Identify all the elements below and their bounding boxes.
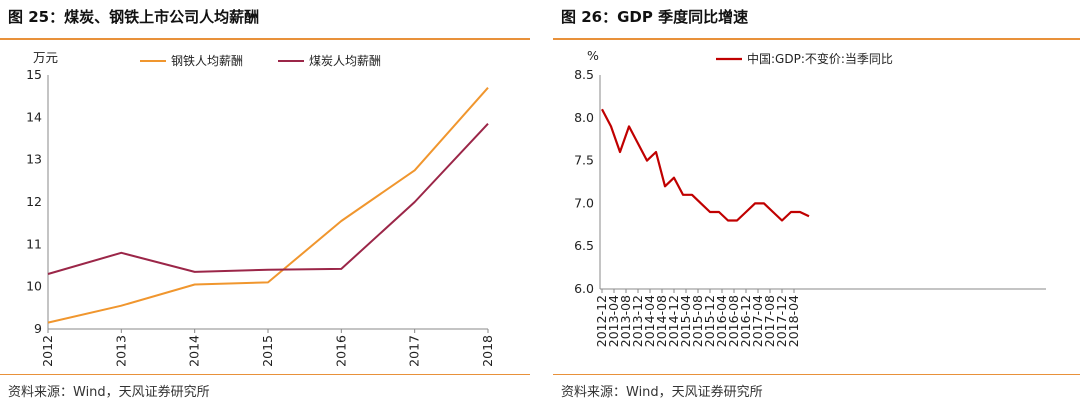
y-tick-label: 8.0 [574, 110, 594, 125]
x-tick-label: 2015-04 [678, 295, 693, 347]
x-tick-label: 2016-08 [726, 295, 741, 347]
x-tick-label: 2012-12 [594, 295, 609, 347]
y-tick-label: 13 [26, 152, 42, 167]
y-tick-label: 8.5 [574, 67, 594, 82]
chart-title: 图 25：煤炭、钢铁上市公司人均薪酬 [8, 8, 260, 26]
title-divider [553, 38, 1080, 40]
x-tick-label: 2014 [187, 335, 202, 367]
x-tick-label: 2017-12 [774, 295, 789, 347]
y-tick-label: 6.5 [574, 238, 594, 253]
title-divider [0, 38, 530, 40]
y-tick-label: 10 [26, 279, 42, 294]
x-tick-label: 2017-08 [762, 295, 777, 347]
x-tick-label: 2014-08 [654, 295, 669, 347]
source-divider [0, 374, 530, 375]
x-tick-label: 2016-04 [714, 295, 729, 347]
x-tick-label: 2013-08 [618, 295, 633, 347]
y-tick-label: 14 [26, 109, 42, 124]
legend-label: 中国:GDP:不变价:当季同比 [747, 51, 893, 66]
chart-panel-salary: 图 25：煤炭、钢铁上市公司人均薪酬 万元 15 14 13 12 11 10 9 2012 20… [0, 0, 530, 402]
x-tick-label: 2013 [113, 335, 128, 367]
x-tick-label: 2012 [40, 335, 55, 367]
y-tick-label: 11 [26, 236, 42, 251]
series-line [601, 108, 810, 222]
y-tick-label: 7.5 [574, 153, 594, 168]
y-axis-unit: 万元 [33, 50, 58, 65]
x-tick-label: 2014-04 [642, 295, 657, 347]
x-tick-label: 2016-12 [738, 295, 753, 347]
x-tick-label: 2017 [407, 335, 422, 367]
chart-source: 资料来源：Wind，天风证券研究所 [8, 385, 210, 400]
y-tick-label: 9 [34, 321, 42, 336]
legend-label: 钢铁人均薪酬 [171, 54, 243, 68]
y-tick-label: 12 [26, 194, 42, 209]
x-tick-label: 2018-04 [786, 295, 801, 347]
y-tick-label: 6.0 [574, 281, 594, 296]
gdp-line-chart: % 8.5 8.0 7.5 7.0 6.5 6.02012-122013-042013-08… [574, 48, 1046, 347]
x-tick-label: 2017-04 [750, 295, 765, 347]
series-line [47, 123, 489, 275]
chart-panel-gdp: 图 26：GDP 季度同比增速 % 8.5 8.0 7.5 7.0 6.5 6.0 2012-… [553, 0, 1080, 402]
chart-title: 图 26：GDP 季度同比增速 [561, 8, 749, 26]
source-divider [553, 374, 1080, 375]
x-tick-label: 2014-12 [666, 295, 681, 347]
x-tick-label: 2015-12 [702, 295, 717, 347]
x-tick-label: 2013-12 [630, 295, 645, 347]
x-tick-label: 2016 [333, 335, 348, 367]
y-tick-label: 15 [26, 67, 42, 82]
chart-source: 资料来源：Wind，天风证券研究所 [561, 385, 763, 400]
x-tick-label: 2015 [260, 335, 275, 367]
x-tick-label: 2015-08 [690, 295, 705, 347]
x-tick-label: 2018 [480, 335, 495, 367]
x-tick-label: 2013-04 [606, 295, 621, 347]
y-tick-label: 7.0 [574, 195, 594, 210]
series-line [47, 87, 489, 324]
y-axis-unit: % [587, 48, 599, 63]
legend-label: 煤炭人均薪酬 [309, 54, 381, 68]
